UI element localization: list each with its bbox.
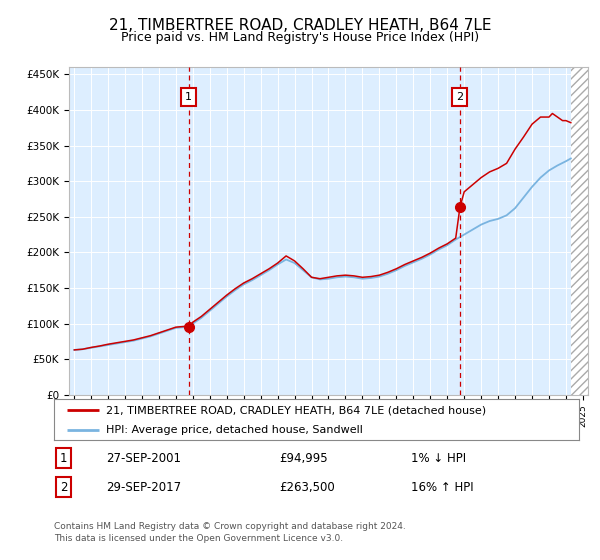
Text: £263,500: £263,500: [280, 480, 335, 493]
Text: 29-SEP-2017: 29-SEP-2017: [107, 480, 182, 493]
Text: 1: 1: [60, 451, 67, 465]
Text: £94,995: £94,995: [280, 451, 328, 465]
Text: 2: 2: [457, 92, 464, 102]
Text: 2: 2: [60, 480, 67, 493]
Text: 21, TIMBERTREE ROAD, CRADLEY HEATH, B64 7LE (detached house): 21, TIMBERTREE ROAD, CRADLEY HEATH, B64 …: [107, 405, 487, 415]
Text: 27-SEP-2001: 27-SEP-2001: [107, 451, 182, 465]
Text: Contains HM Land Registry data © Crown copyright and database right 2024.
This d: Contains HM Land Registry data © Crown c…: [54, 522, 406, 543]
Text: 21, TIMBERTREE ROAD, CRADLEY HEATH, B64 7LE: 21, TIMBERTREE ROAD, CRADLEY HEATH, B64 …: [109, 18, 491, 34]
Text: 16% ↑ HPI: 16% ↑ HPI: [411, 480, 473, 493]
Text: Price paid vs. HM Land Registry's House Price Index (HPI): Price paid vs. HM Land Registry's House …: [121, 31, 479, 44]
Text: HPI: Average price, detached house, Sandwell: HPI: Average price, detached house, Sand…: [107, 424, 364, 435]
Bar: [571, 39, 596, 395]
Text: 1: 1: [185, 92, 192, 102]
Text: 1% ↓ HPI: 1% ↓ HPI: [411, 451, 466, 465]
